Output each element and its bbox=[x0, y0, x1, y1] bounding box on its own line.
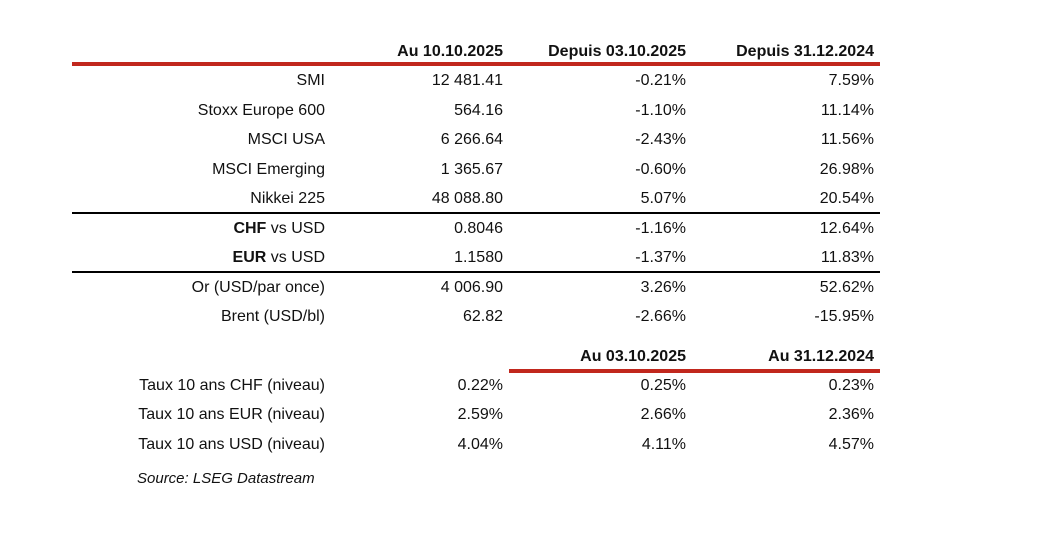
cell-value: 4.57% bbox=[828, 435, 874, 453]
cell-label: Taux 10 ans CHF (niveau) bbox=[72, 371, 327, 401]
cell-label: Taux 10 ans USD (niveau) bbox=[72, 430, 327, 460]
cell-value: 20.54% bbox=[819, 190, 874, 207]
cell-value: 11.14% bbox=[820, 101, 874, 119]
cell-value: 1 365.67 bbox=[440, 160, 503, 178]
table2-header-row: Au 03.10.2025 Au 31.12.2024 bbox=[72, 345, 880, 373]
row-taux-10-ans-chf: Taux 10 ans CHF (niveau) 0.22% 0.25% 0.2… bbox=[72, 371, 880, 401]
column-header-depuis-31-12-2024: Depuis 31.12.2024 bbox=[736, 43, 874, 60]
cell-value: 4.04% bbox=[457, 435, 503, 453]
label-text: Brent (USD/bl) bbox=[220, 308, 325, 325]
label-text: Taux 10 ans EUR (niveau) bbox=[138, 406, 325, 423]
cell-label: MSCI Emerging bbox=[72, 155, 327, 185]
cell-value: 62.82 bbox=[462, 308, 503, 325]
cell-value: 2.66% bbox=[640, 406, 686, 423]
label-bold: CHF bbox=[233, 219, 267, 237]
cell-value: -0.60% bbox=[635, 160, 686, 178]
row-brent: Brent (USD/bl) 62.82 -2.66% -15.95% bbox=[72, 302, 880, 332]
label-text: vs USD bbox=[266, 219, 325, 237]
cell-value: 3.26% bbox=[640, 278, 686, 296]
cell-value: 11.56% bbox=[820, 131, 874, 148]
table1-header-row: Au 10.10.2025 Depuis 03.10.2025 Depuis 3… bbox=[72, 40, 880, 66]
cell-label: CHF vs USD bbox=[72, 214, 327, 244]
cell-value: -1.10% bbox=[635, 101, 686, 119]
label-text: Stoxx Europe 600 bbox=[197, 101, 325, 119]
label-text: Nikkei 225 bbox=[250, 190, 325, 207]
cell-value: -15.95% bbox=[814, 308, 874, 325]
cell-value: 1.1580 bbox=[454, 249, 503, 266]
label-text: vs USD bbox=[266, 249, 325, 266]
cell-value: 2.36% bbox=[828, 406, 874, 423]
cell-value: 5.07% bbox=[640, 190, 686, 207]
column-header-au-10-10-2025: Au 10.10.2025 bbox=[397, 43, 503, 60]
cell-value: 48 088.80 bbox=[431, 190, 503, 207]
label-text: SMI bbox=[296, 72, 325, 89]
cell-value: 564.16 bbox=[454, 101, 503, 119]
row-msci-usa: MSCI USA 6 266.64 -2.43% 11.56% bbox=[72, 125, 880, 155]
cell-value: 4.11% bbox=[641, 435, 686, 453]
row-nikkei-225: Nikkei 225 48 088.80 5.07% 20.54% bbox=[72, 184, 880, 214]
cell-value: 7.59% bbox=[828, 72, 874, 89]
cell-value: 0.23% bbox=[828, 376, 874, 394]
cell-value: 0.25% bbox=[640, 376, 686, 394]
column-header-empty bbox=[327, 345, 509, 373]
row-msci-emerging: MSCI Emerging 1 365.67 -0.60% 26.98% bbox=[72, 155, 880, 185]
cell-value: 12 481.41 bbox=[431, 72, 503, 89]
label-text: Taux 10 ans CHF (niveau) bbox=[139, 376, 325, 394]
cell-value: 52.62% bbox=[819, 278, 874, 296]
cell-value: 6 266.64 bbox=[440, 131, 503, 148]
row-stoxx-europe-600: Stoxx Europe 600 564.16 -1.10% 11.14% bbox=[72, 96, 880, 126]
cell-label: Or (USD/par once) bbox=[72, 273, 327, 303]
label-text: MSCI Emerging bbox=[212, 160, 325, 178]
cell-value: 26.98% bbox=[819, 160, 874, 178]
label-text: Or (USD/par once) bbox=[191, 278, 325, 296]
row-eur-vs-usd: EUR vs USD 1.1580 -1.37% 11.83% bbox=[72, 243, 880, 273]
row-smi: SMI 12 481.41 -0.21% 7.59% bbox=[72, 66, 880, 96]
cell-label: Nikkei 225 bbox=[72, 184, 327, 214]
source-note: Source: LSEG Datastream bbox=[137, 470, 315, 487]
column-header-au-31-12-2024: Au 31.12.2024 bbox=[692, 345, 880, 373]
row-or-gold: Or (USD/par once) 4 006.90 3.26% 52.62% bbox=[72, 273, 880, 303]
cell-value: 12.64% bbox=[819, 219, 874, 237]
cell-label: Brent (USD/bl) bbox=[72, 302, 327, 332]
cell-value: -1.16% bbox=[635, 219, 686, 237]
cell-value: 11.83% bbox=[820, 249, 874, 266]
label-text: Taux 10 ans USD (niveau) bbox=[138, 435, 325, 453]
column-header-au-03-10-2025: Au 03.10.2025 bbox=[509, 345, 692, 373]
cell-label: Stoxx Europe 600 bbox=[72, 96, 327, 126]
cell-label: MSCI USA bbox=[72, 125, 327, 155]
column-header-empty bbox=[72, 40, 327, 64]
cell-value: -0.21% bbox=[635, 72, 686, 89]
cell-value: 0.22% bbox=[457, 376, 503, 394]
row-taux-10-ans-usd: Taux 10 ans USD (niveau) 4.04% 4.11% 4.5… bbox=[72, 430, 880, 460]
column-header-empty bbox=[72, 345, 327, 373]
row-taux-10-ans-eur: Taux 10 ans EUR (niveau) 2.59% 2.66% 2.3… bbox=[72, 400, 880, 430]
row-chf-vs-usd: CHF vs USD 0.8046 -1.16% 12.64% bbox=[72, 214, 880, 244]
cell-value: -2.43% bbox=[635, 131, 686, 148]
column-header-depuis-03-10-2025: Depuis 03.10.2025 bbox=[548, 43, 686, 60]
cell-value: 0.8046 bbox=[454, 219, 503, 237]
cell-value: -1.37% bbox=[635, 249, 686, 266]
cell-label: EUR vs USD bbox=[72, 243, 327, 273]
cell-value: 4 006.90 bbox=[440, 278, 503, 296]
cell-value: 2.59% bbox=[457, 406, 503, 423]
cell-label: Taux 10 ans EUR (niveau) bbox=[72, 400, 327, 430]
market-data-table: Au 10.10.2025 Depuis 03.10.2025 Depuis 3… bbox=[72, 40, 880, 489]
cell-value: -2.66% bbox=[635, 308, 686, 325]
label-bold: EUR bbox=[232, 249, 267, 266]
cell-label: SMI bbox=[72, 66, 327, 96]
label-text: MSCI USA bbox=[247, 131, 325, 148]
